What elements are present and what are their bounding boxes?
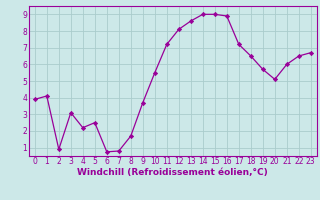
X-axis label: Windchill (Refroidissement éolien,°C): Windchill (Refroidissement éolien,°C): [77, 168, 268, 177]
